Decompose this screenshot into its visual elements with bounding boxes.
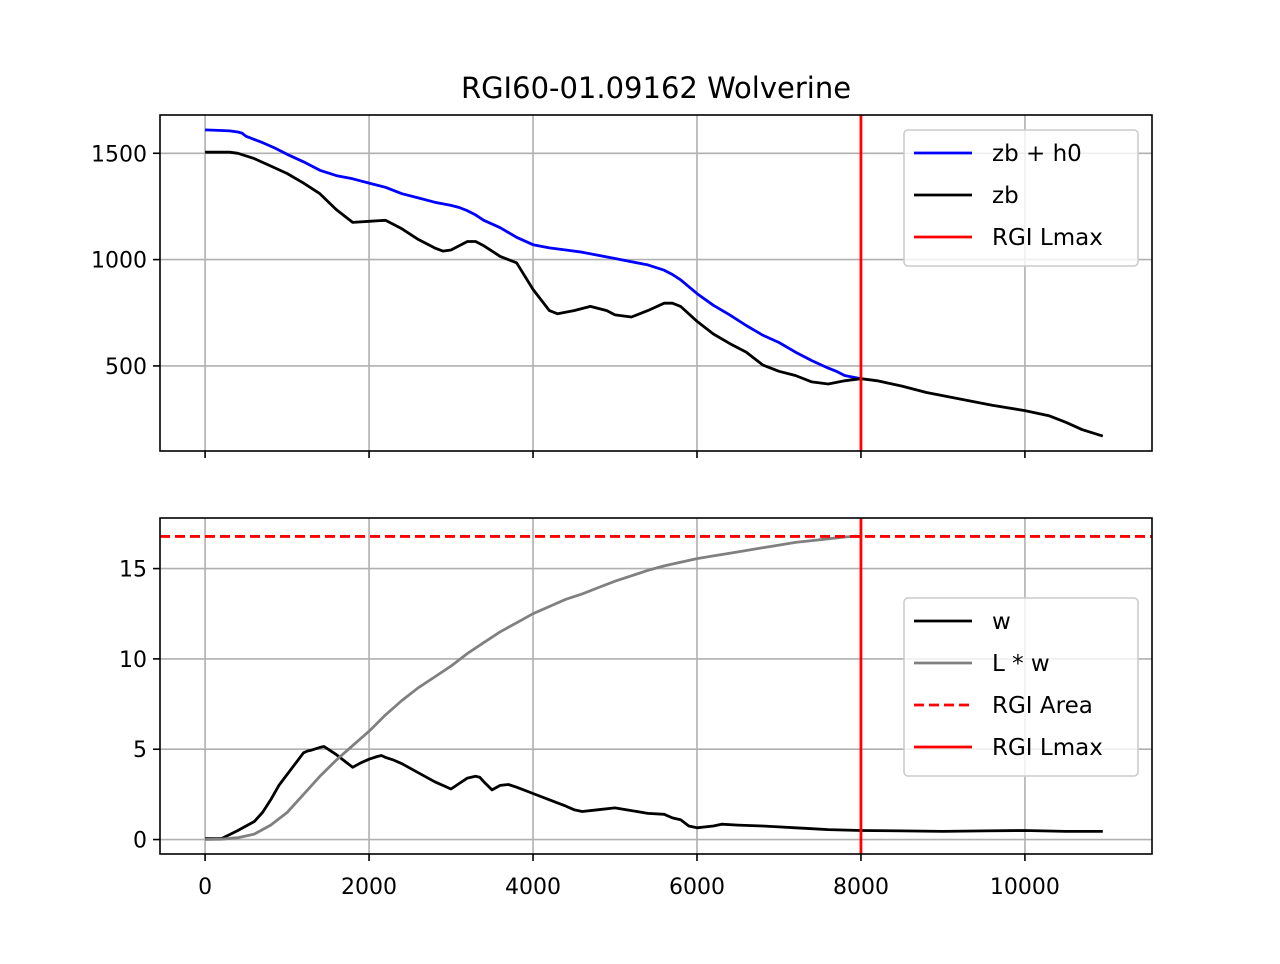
y-tick-label: 1000	[91, 249, 147, 274]
x-tick-label: 4000	[505, 875, 561, 900]
series-line-w	[205, 745, 1103, 840]
chart-title: RGI60-01.09162 Wolverine	[461, 71, 851, 105]
series-line-l-w	[205, 534, 858, 841]
plot-area-1	[205, 115, 1104, 451]
y-tick-label: 1500	[91, 142, 147, 167]
legend-label: w	[992, 609, 1011, 635]
legend-label: zb + h0	[992, 141, 1082, 167]
x-tick-label: 0	[198, 875, 212, 900]
axes-2: 0 2000 4000 6000 8000 10000 0 5 10 15 w L * w RGI Ar…	[119, 517, 1153, 900]
series-line-zb-h0	[205, 128, 862, 381]
x-tick-label: 6000	[669, 875, 725, 900]
legend-label: RGI Area	[992, 693, 1093, 719]
legend-frame	[903, 129, 1139, 267]
legend-label: RGI Lmax	[992, 735, 1103, 761]
axes-1: 500 1000 1500 RGI60-01.09162 Wolverine zb + …	[91, 71, 1153, 458]
legend-frame	[903, 597, 1139, 777]
series-line-zb	[205, 150, 1104, 438]
y-tick-label: 500	[105, 355, 147, 380]
x-tick-label: 2000	[341, 875, 397, 900]
y-tick-label: 5	[133, 738, 147, 763]
legend-label: RGI Lmax	[992, 225, 1103, 251]
legend-label: L * w	[992, 651, 1050, 677]
y-tick-label: 0	[133, 829, 147, 854]
y-tick-label: 15	[119, 558, 147, 583]
axes-frame	[159, 517, 1153, 855]
y-tick-label: 10	[119, 648, 147, 673]
x-tick-label: 10000	[990, 875, 1060, 900]
axes-frame	[159, 114, 1153, 452]
legend-1: zb + h0 zb RGI Lmax	[903, 129, 1139, 267]
plot-area-2	[160, 518, 1152, 854]
legend-label: zb	[992, 183, 1019, 209]
legend-2: w L * w RGI Area RGI Lmax	[903, 597, 1139, 777]
x-tick-label: 8000	[833, 875, 889, 900]
